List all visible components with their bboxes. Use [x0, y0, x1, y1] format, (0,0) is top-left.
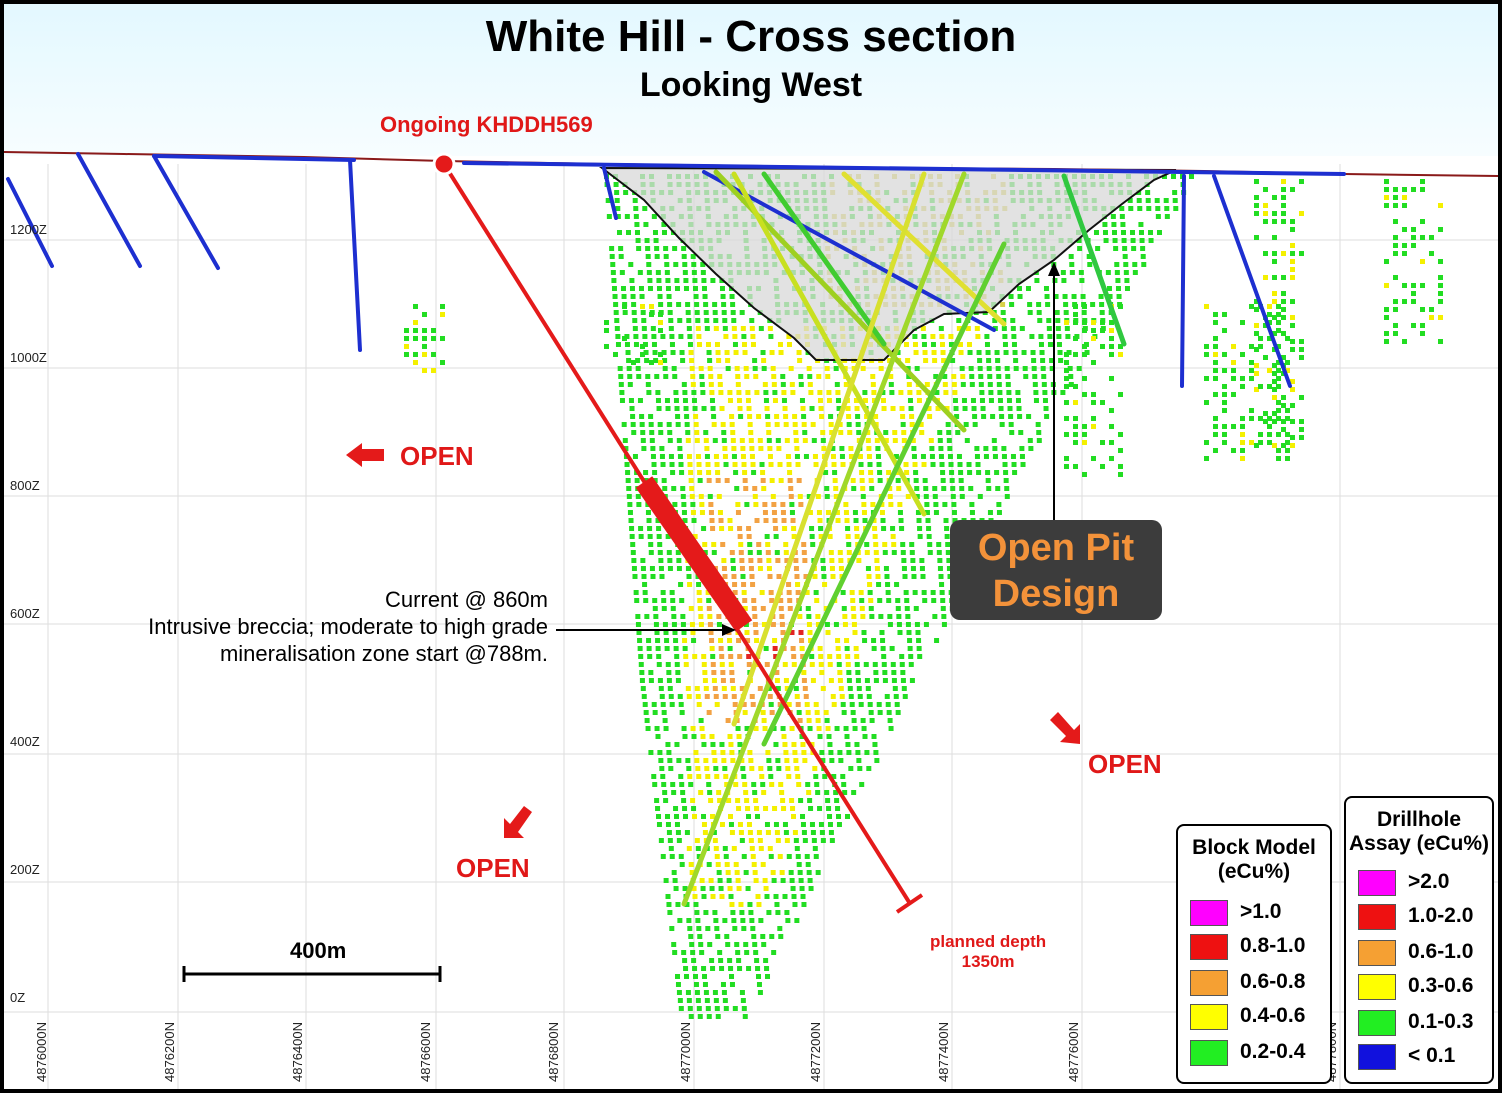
- sky-background: [4, 4, 1498, 156]
- elevation-label: 1000Z: [10, 350, 47, 365]
- legend-swatch: [1190, 934, 1228, 960]
- existing-drillholes: [6, 152, 1346, 388]
- assay-legend-item: < 0.1: [1358, 1042, 1498, 1072]
- scale-bar-label: 400m: [290, 938, 347, 963]
- legend-label: 0.8-1.0: [1240, 934, 1306, 957]
- drillhole-label: Ongoing KHDDH569: [380, 112, 593, 137]
- pit-design-pointer: [1048, 262, 1060, 522]
- legend-swatch: [1358, 1010, 1396, 1036]
- block-legend-title-1: Block Model: [1192, 836, 1316, 859]
- elevation-label: 200Z: [10, 862, 40, 877]
- northing-label: 4877000N: [678, 1022, 693, 1082]
- legend-swatch: [1358, 940, 1396, 966]
- legend-label: >2.0: [1408, 870, 1450, 893]
- elevation-label: 400Z: [10, 734, 40, 749]
- legend-label: 0.3-0.6: [1408, 974, 1474, 997]
- legend-swatch: [1358, 1044, 1396, 1070]
- open-pit-design-label: Open Pit Design: [950, 520, 1162, 620]
- open-label-west: OPEN: [400, 441, 474, 471]
- callout-line-2: Intrusive breccia; moderate to high grad…: [148, 614, 548, 639]
- block-legend-item: 0.6-0.8: [1190, 968, 1390, 998]
- assay-legend-item: 0.6-1.0: [1358, 938, 1498, 968]
- legend-swatch: [1358, 974, 1396, 1000]
- open-label-south-west: OPEN: [456, 853, 530, 883]
- assay-legend-title-1: Drillhole: [1376, 808, 1461, 831]
- assay-legend-title-2: Assay (eCu%): [1348, 832, 1490, 855]
- callout-line-3: mineralisation zone start @788m.: [219, 641, 548, 666]
- legend-swatch: [1190, 1040, 1228, 1066]
- page-subtitle: Looking West: [639, 66, 863, 104]
- planned-depth-label: planned depth 1350m: [930, 932, 1046, 972]
- legend-label: 0.6-0.8: [1240, 970, 1306, 993]
- block-legend-item: 0.8-1.0: [1190, 932, 1390, 962]
- block-model-legend: Block Model (eCu%) >1.0 0.8-1.0 0.6-0.8 …: [1176, 824, 1332, 1084]
- open-arrow-down-left-icon: [504, 806, 532, 838]
- scale-bar: [182, 966, 442, 982]
- legend-swatch: [1358, 904, 1396, 930]
- legend-label: 0.2-0.4: [1240, 1040, 1306, 1063]
- planned-depth-line-2: 1350m: [961, 952, 1015, 971]
- legend-swatch: [1358, 870, 1396, 896]
- assayed-drillholes: [681, 169, 1127, 907]
- block-legend-item: 0.4-0.6: [1190, 1002, 1390, 1032]
- assay-legend-item: 0.3-0.6: [1358, 972, 1498, 1002]
- northing-label: 4877200N: [808, 1022, 823, 1082]
- ongoing-drillhole: [432, 152, 924, 914]
- callout-line-1: Current @ 860m: [385, 587, 548, 612]
- northing-label: 4876000N: [34, 1022, 49, 1082]
- pit-label-line-1: Open Pit: [977, 527, 1135, 569]
- legend-label: >1.0: [1240, 900, 1282, 923]
- block-legend-item: 0.2-0.4: [1190, 1038, 1390, 1068]
- drillhole-assay-legend: Drillhole Assay (eCu%) >2.0 1.0-2.0 0.6-…: [1344, 796, 1494, 1084]
- pit-label-line-2: Design: [992, 573, 1120, 615]
- legend-label: 0.1-0.3: [1408, 1010, 1474, 1033]
- legend-label: < 0.1: [1408, 1044, 1456, 1067]
- northing-label: 4876600N: [418, 1022, 433, 1082]
- open-arrow-left-icon: [346, 443, 384, 467]
- open-pit-shell: [599, 166, 1177, 361]
- northing-label: 4876200N: [162, 1022, 177, 1082]
- legend-swatch: [1190, 970, 1228, 996]
- elevation-label: 0Z: [10, 990, 26, 1005]
- open-arrow-down-right-icon: [1050, 712, 1080, 744]
- legend-swatch: [1190, 1004, 1228, 1030]
- elevation-label: 600Z: [10, 606, 40, 621]
- legend-label: 0.4-0.6: [1240, 1004, 1306, 1027]
- legend-label: 1.0-2.0: [1408, 904, 1474, 927]
- planned-depth-line-1: planned depth: [930, 932, 1047, 951]
- elevation-label: 1200Z: [10, 222, 47, 237]
- assay-legend-item: 0.1-0.3: [1358, 1008, 1498, 1038]
- northing-label: 4876800N: [546, 1022, 561, 1082]
- northing-label: 4877400N: [936, 1022, 951, 1082]
- page-title: White Hill - Cross section: [485, 12, 1017, 61]
- northing-label: 4877600N: [1066, 1022, 1081, 1082]
- grid-lines: [4, 164, 1498, 1089]
- current-depth-callout: Current @ 860m Intrusive breccia; modera…: [148, 586, 548, 667]
- cross-section-canvas: [4, 4, 1498, 1089]
- legend-label: 0.6-1.0: [1408, 940, 1474, 963]
- northing-label: 4876400N: [290, 1022, 305, 1082]
- elevation-label: 800Z: [10, 478, 40, 493]
- assay-legend-item: 1.0-2.0: [1358, 902, 1498, 932]
- block-legend-item: >1.0: [1190, 898, 1390, 928]
- legend-swatch: [1190, 900, 1228, 926]
- block-legend-title-2: (eCu%): [1217, 860, 1291, 883]
- assay-legend-item: >2.0: [1358, 868, 1498, 898]
- open-label-south-east: OPEN: [1088, 749, 1162, 779]
- callout-pointer: [556, 624, 736, 636]
